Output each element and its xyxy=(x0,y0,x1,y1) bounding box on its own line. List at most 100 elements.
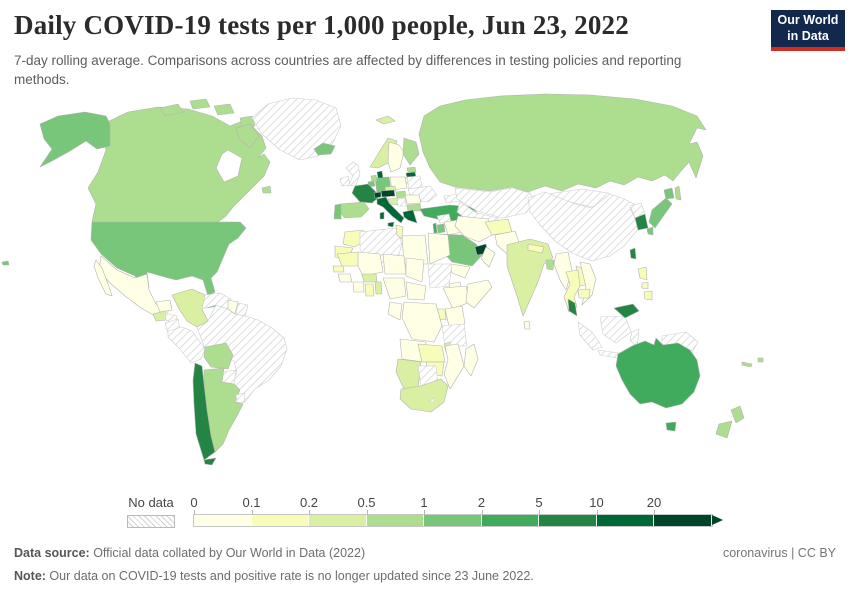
country-cambodia[interactable] xyxy=(577,288,591,299)
legend-segment[interactable] xyxy=(424,515,482,526)
country-israel[interactable] xyxy=(432,222,438,234)
country-guyana[interactable] xyxy=(227,299,239,315)
country-philippines-visayas[interactable] xyxy=(641,281,649,290)
country-canada-arctic-3[interactable] xyxy=(213,103,235,116)
country-tanzania[interactable] xyxy=(441,323,468,347)
country-netherlands[interactable] xyxy=(370,174,378,182)
country-finland[interactable] xyxy=(402,137,420,166)
country-mexico-yucatan[interactable] xyxy=(155,299,173,313)
legend-segment[interactable] xyxy=(481,515,539,526)
country-united-kingdom[interactable] xyxy=(345,161,361,187)
no-data-swatch[interactable] xyxy=(127,515,175,528)
country-suriname[interactable] xyxy=(235,302,249,317)
country-sweden[interactable] xyxy=(387,141,405,173)
license-link[interactable]: coronavirus | CC BY xyxy=(722,546,836,560)
country-philippines-mindanao[interactable] xyxy=(643,290,653,301)
country-mauritania[interactable] xyxy=(336,251,362,267)
legend-segment[interactable] xyxy=(654,515,712,526)
country-canada-arctic-1[interactable] xyxy=(159,103,184,117)
country-uruguay[interactable] xyxy=(235,392,246,404)
country-taiwan[interactable] xyxy=(629,247,637,260)
country-hungary[interactable] xyxy=(395,190,407,199)
country-sri-lanka[interactable] xyxy=(523,320,531,330)
country-jordan[interactable] xyxy=(436,223,446,234)
country-switzerland[interactable] xyxy=(373,191,382,199)
country-austria[interactable] xyxy=(380,189,396,198)
country-fiji[interactable] xyxy=(757,357,764,363)
country-denmark[interactable] xyxy=(376,170,384,179)
country-italy-sicily[interactable] xyxy=(387,221,395,228)
country-mexico-baja[interactable] xyxy=(93,259,113,297)
country-spain[interactable] xyxy=(337,201,370,219)
country-iran[interactable] xyxy=(454,215,493,243)
country-india[interactable] xyxy=(506,238,554,317)
country-italy[interactable] xyxy=(376,196,405,224)
country-greenland[interactable] xyxy=(251,97,342,161)
legend-bar[interactable] xyxy=(193,514,713,527)
country-dr-congo[interactable] xyxy=(401,301,443,343)
country-usa-alaska[interactable] xyxy=(39,111,111,168)
legend-no-data[interactable]: No data xyxy=(127,496,175,528)
country-japan-kyushu[interactable] xyxy=(646,226,654,236)
map-legend[interactable]: 0 0.1 0.2 0.5 1 2 5 10 20 xyxy=(190,496,734,527)
legend-segment[interactable] xyxy=(309,515,367,526)
owid-logo[interactable]: Our World in Data xyxy=(771,10,845,51)
legend-segment[interactable] xyxy=(366,515,424,526)
country-malaysia-borneo[interactable] xyxy=(613,303,640,319)
country-indonesia-sumatra[interactable] xyxy=(577,321,603,351)
country-mexico[interactable] xyxy=(98,255,173,317)
country-chile-tierra-del-fuego[interactable] xyxy=(203,457,217,466)
country-philippines-luzon[interactable] xyxy=(637,266,648,281)
country-canada[interactable] xyxy=(87,106,271,223)
country-canada-newfoundland[interactable] xyxy=(261,185,272,194)
country-vietnam[interactable] xyxy=(579,261,597,306)
country-central-african-republic[interactable] xyxy=(405,281,427,301)
country-bolivia[interactable] xyxy=(203,342,234,370)
country-new-zealand-north[interactable] xyxy=(730,405,745,424)
country-benin-togo[interactable] xyxy=(374,281,383,295)
country-cote-divoire[interactable] xyxy=(352,281,365,293)
country-japan-hokkaido[interactable] xyxy=(663,187,675,200)
country-bulgaria[interactable] xyxy=(406,203,422,212)
country-burkina-faso[interactable] xyxy=(361,273,378,283)
country-chad[interactable] xyxy=(405,257,425,283)
legend-segment[interactable] xyxy=(251,515,309,526)
country-russia-sakhalin[interactable] xyxy=(674,185,682,201)
legend-segment[interactable] xyxy=(194,515,252,526)
country-nepal[interactable] xyxy=(527,243,545,254)
world-map[interactable] xyxy=(0,92,850,492)
country-oman[interactable] xyxy=(480,246,496,268)
country-usa[interactable] xyxy=(90,221,247,297)
country-colombia[interactable] xyxy=(171,288,209,328)
country-russia[interactable] xyxy=(418,93,707,193)
country-ghana[interactable] xyxy=(364,283,375,297)
country-new-caledonia[interactable] xyxy=(741,361,753,368)
country-madagascar[interactable] xyxy=(463,343,479,377)
country-iceland[interactable] xyxy=(313,142,336,156)
country-south-africa[interactable] xyxy=(399,378,449,413)
country-australia[interactable] xyxy=(615,337,701,409)
country-france[interactable] xyxy=(351,183,379,204)
country-canada-arctic-4[interactable] xyxy=(239,115,256,129)
country-canada-baffin[interactable] xyxy=(235,123,260,149)
country-guinea[interactable] xyxy=(337,273,353,283)
country-niger[interactable] xyxy=(382,253,407,275)
country-belarus[interactable] xyxy=(406,175,423,190)
country-new-zealand-south[interactable] xyxy=(715,420,733,439)
country-australia-tasmania[interactable] xyxy=(665,421,677,432)
country-svalbard[interactable] xyxy=(375,115,396,125)
country-namibia[interactable] xyxy=(395,358,422,390)
region-congo-gabon[interactable] xyxy=(387,301,403,321)
country-malaysia-peninsula[interactable] xyxy=(567,298,578,317)
country-chile[interactable] xyxy=(192,362,216,461)
country-canada-arctic-2[interactable] xyxy=(189,98,211,110)
country-nigeria[interactable] xyxy=(382,277,407,300)
legend-segment[interactable] xyxy=(539,515,597,526)
country-indonesia-kalimantan[interactable] xyxy=(599,315,632,344)
country-italy-sardinia[interactable] xyxy=(379,211,385,220)
country-romania[interactable] xyxy=(404,194,422,205)
country-zambia[interactable] xyxy=(417,343,446,363)
country-somalia[interactable] xyxy=(465,279,493,309)
country-mali[interactable] xyxy=(357,251,384,277)
country-lesotho[interactable] xyxy=(429,397,435,403)
